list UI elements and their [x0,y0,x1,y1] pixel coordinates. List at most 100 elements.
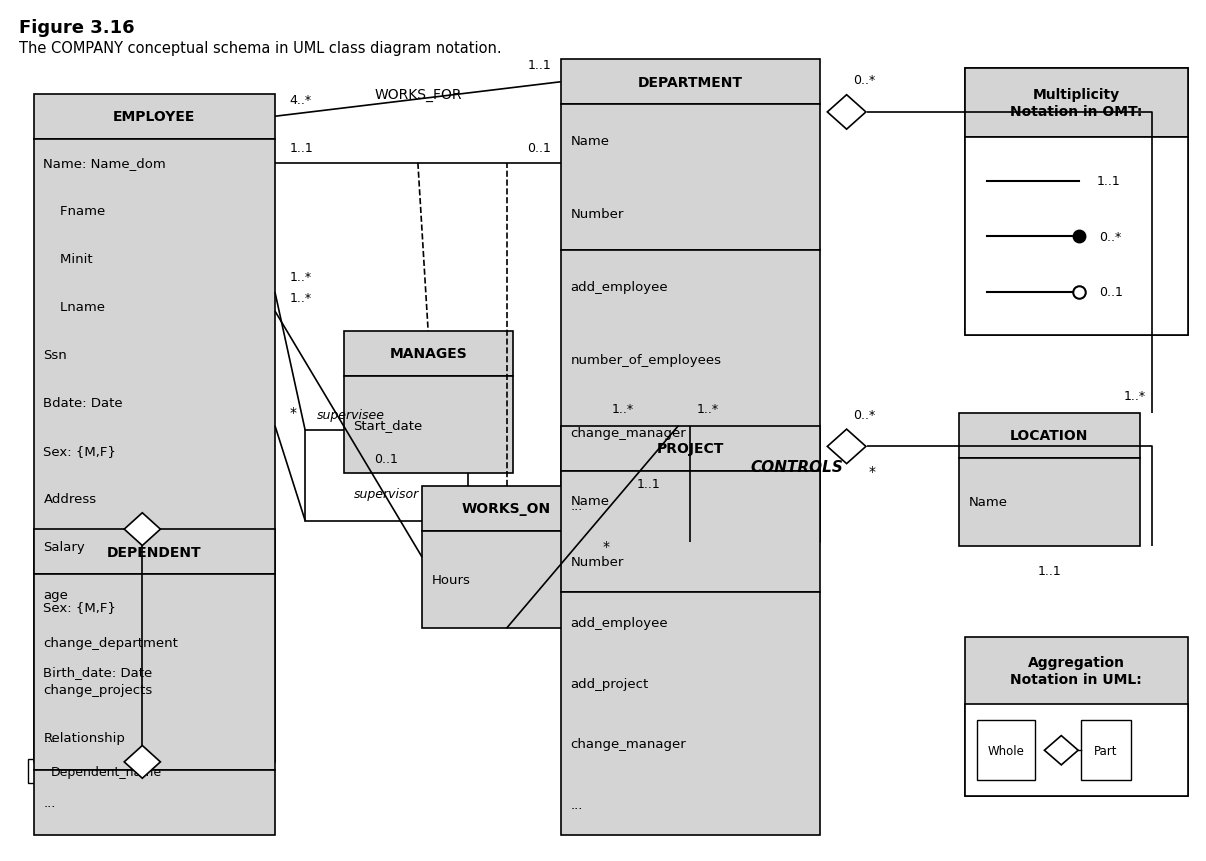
Text: MANAGES: MANAGES [390,347,467,361]
Text: *: * [289,406,297,419]
Text: number_of_employees: number_of_employees [570,354,721,367]
Polygon shape [124,513,160,546]
Bar [344,376,513,474]
Text: Relationship: Relationship [43,731,125,744]
Bar [561,251,820,542]
Text: Fname: Fname [43,205,106,218]
Text: add_project: add_project [570,677,649,690]
Bar [959,413,1140,458]
Text: 1..*: 1..* [1124,390,1146,403]
Text: Ssn: Ssn [43,349,68,362]
Bar [34,139,275,571]
Text: age: age [43,588,69,601]
Text: 0..*: 0..* [853,408,874,421]
Text: Multiplicity
Notation in OMT:: Multiplicity Notation in OMT: [1011,88,1142,119]
Text: CONTROLS: CONTROLS [750,460,844,474]
Bar [561,426,820,471]
Text: Name: Name [570,495,609,508]
Text: WORKS_FOR: WORKS_FOR [374,88,462,102]
Text: Part: Part [1094,744,1118,757]
Bar [34,574,275,770]
Text: EMPLOYEE: EMPLOYEE [113,110,195,124]
Text: change_manager: change_manager [570,426,686,440]
Text: 1..*: 1..* [613,403,634,416]
Polygon shape [827,430,866,464]
Text: 1..1: 1..1 [289,142,314,155]
Text: 1..1: 1..1 [527,59,551,72]
Text: 1..1: 1..1 [1037,564,1061,577]
Text: WORKS_ON: WORKS_ON [462,502,551,516]
Text: Dependent_name: Dependent_name [51,765,162,778]
Text: 0..*: 0..* [1099,230,1120,244]
Text: ...: ... [43,796,55,809]
Polygon shape [124,746,160,778]
Polygon shape [827,96,866,130]
Bar [959,458,1140,547]
Bar [977,721,1035,780]
Text: supervisor: supervisor [353,487,420,500]
Bar [965,138,1188,336]
Bar [1081,721,1131,780]
Text: Number: Number [570,208,624,221]
Text: Name: Name_dom: Name: Name_dom [43,157,166,170]
Text: Start_date: Start_date [353,418,422,431]
Text: Sex: {M,F}: Sex: {M,F} [43,600,116,613]
Text: ...: ... [570,499,582,512]
Bar [561,592,820,835]
Text: Whole: Whole [988,744,1024,757]
Text: Salary: Salary [43,540,86,553]
Text: 1..1: 1..1 [637,478,661,491]
Text: *: * [868,464,876,478]
Bar [305,430,468,521]
Bar [344,331,513,376]
Text: 0..*: 0..* [853,74,874,87]
Text: 1..*: 1..* [289,292,311,305]
Text: 1..*: 1..* [289,271,311,284]
Text: Sex: {M,F}: Sex: {M,F} [43,444,116,457]
Text: 1..*: 1..* [697,403,719,416]
Bar [34,530,275,574]
Text: supervisee: supervisee [317,408,385,422]
Text: change_department: change_department [43,635,178,649]
Text: ...: ... [43,732,55,745]
Bar [422,531,591,629]
Text: *: * [603,539,610,553]
Bar [422,486,591,531]
Text: add_employee: add_employee [570,616,668,629]
Text: Name: Name [968,496,1007,509]
Bar [28,759,185,784]
Bar [965,637,1188,796]
Bar [965,69,1188,336]
Text: add_employee: add_employee [570,281,668,294]
Text: Hours: Hours [432,573,470,586]
Text: Name: Name [570,135,609,148]
Bar [965,704,1188,796]
Text: Lname: Lname [43,300,105,313]
Text: The COMPANY conceptual schema in UML class diagram notation.: The COMPANY conceptual schema in UML cla… [19,41,502,56]
Text: 1..1: 1..1 [1096,175,1120,188]
Text: 0..1: 0..1 [527,142,551,155]
Bar [561,60,820,105]
Bar [561,105,820,251]
Text: Minit: Minit [43,252,93,266]
Text: DEPARTMENT: DEPARTMENT [638,76,743,90]
Text: Figure 3.16: Figure 3.16 [19,19,135,37]
Text: Bdate: Date: Bdate: Date [43,396,123,409]
Text: Number: Number [570,555,624,568]
Text: Birth_date: Date: Birth_date: Date [43,666,153,678]
Text: Address: Address [43,492,96,505]
Text: DEPENDENT: DEPENDENT [107,545,201,559]
Text: ...: ... [570,798,582,811]
Polygon shape [1044,735,1078,765]
Bar [34,770,275,835]
Text: 0..1: 0..1 [375,453,398,466]
Text: 0..1: 0..1 [1099,286,1123,299]
Text: PROJECT: PROJECT [657,442,724,455]
Bar [965,69,1188,138]
Text: change_manager: change_manager [570,738,686,751]
Text: change_projects: change_projects [43,684,153,697]
Text: 4..*: 4..* [289,94,311,107]
Text: Aggregation
Notation in UML:: Aggregation Notation in UML: [1011,655,1142,686]
Bar [34,571,275,762]
Bar [34,95,275,139]
